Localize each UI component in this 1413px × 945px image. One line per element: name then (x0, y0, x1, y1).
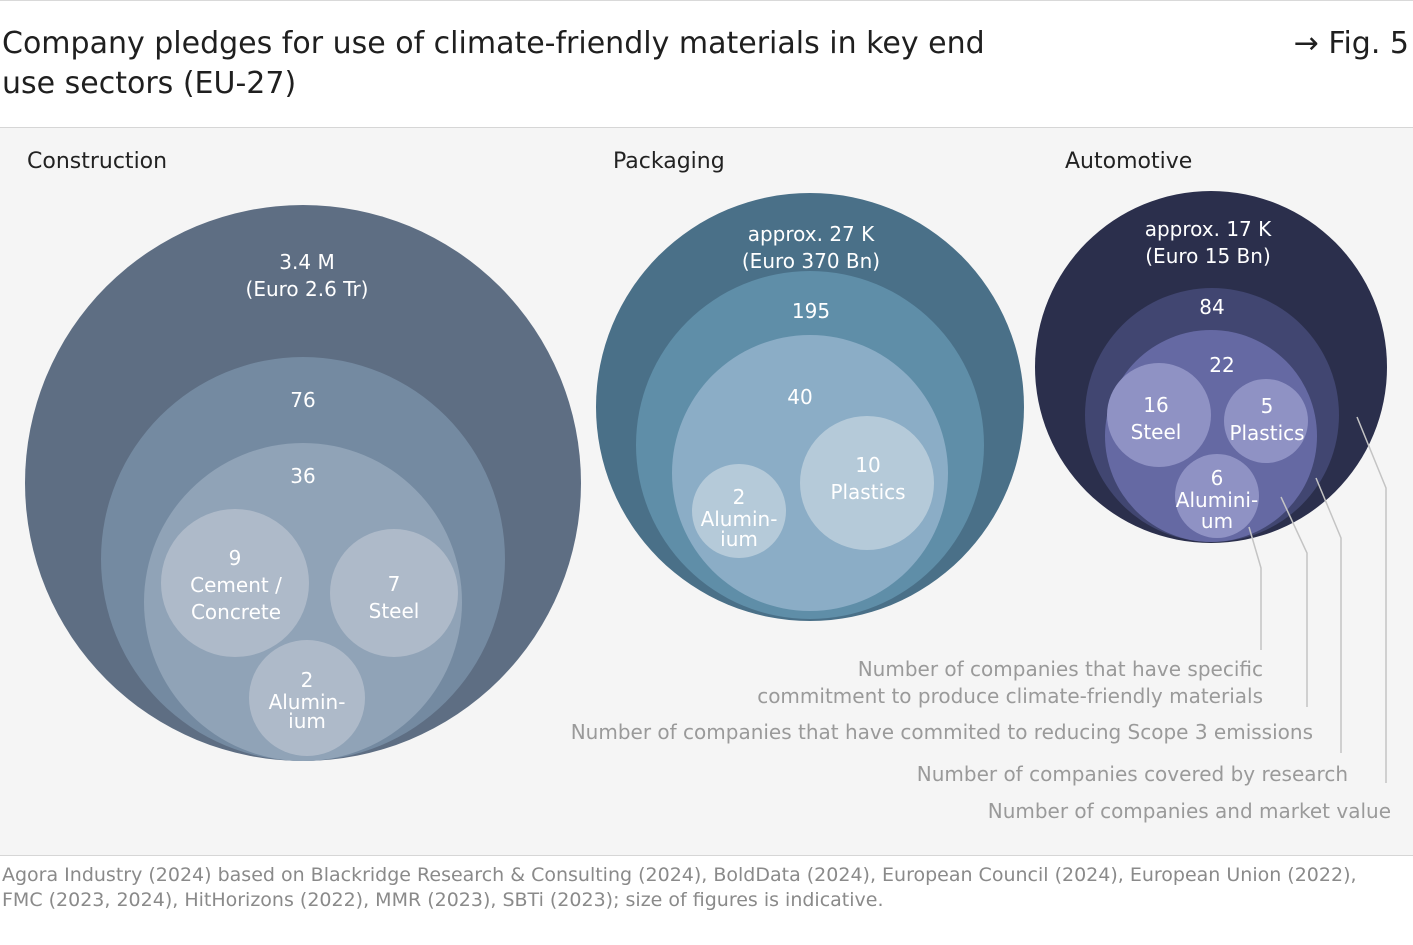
packaging-scope3-count: 195 (792, 299, 830, 323)
construction-steel-label: Steel (369, 599, 420, 623)
automotive-bubbles (1035, 191, 1387, 543)
automotive-steel-count: 16 (1143, 393, 1168, 417)
legend-research: Number of companies covered by research (917, 762, 1348, 786)
construction-steel-count: 7 (388, 572, 401, 596)
legend-scope3: Number of companies that have commited t… (571, 720, 1313, 744)
automotive-research-count: 22 (1209, 353, 1234, 377)
construction-research-count: 36 (290, 464, 315, 488)
packaging-total-value: (Euro 370 Bn) (742, 249, 880, 273)
construction-scope3-count: 76 (290, 388, 315, 412)
automotive-aluminium-count: 6 (1211, 466, 1224, 490)
packaging-plastics-label: Plastics (830, 480, 905, 504)
packaging-aluminium-label: Alumin- (701, 507, 778, 531)
automotive-aluminium-label: Alumini- (1176, 488, 1258, 512)
automotive-scope3-count: 84 (1199, 295, 1224, 319)
packaging-aluminium-count: 2 (733, 485, 746, 509)
figure-title: Company pledges for use of climate-frien… (2, 26, 985, 101)
construction-aluminium-circle (249, 640, 365, 756)
packaging-aluminium-label2: ium (720, 527, 758, 551)
automotive-aluminium-label2: um (1201, 509, 1233, 533)
sector-label-automotive: Automotive (1065, 149, 1192, 174)
automotive-steel-circle (1107, 363, 1211, 467)
packaging-total: approx. 27 K (748, 222, 875, 246)
leader-line-market (1356, 416, 1387, 783)
automotive-plastics-count: 5 (1261, 394, 1274, 418)
construction-total-value: (Euro 2.6 Tr) (246, 277, 369, 301)
automotive-aluminium-circle (1175, 454, 1259, 538)
automotive-steel-label: Steel (1131, 420, 1182, 444)
top-rule (0, 0, 1413, 1)
construction-bubbles (25, 205, 581, 761)
automotive-total-value: (Euro 15 Bn) (1145, 244, 1271, 268)
construction-total: 3.4 M (279, 250, 334, 274)
automotive-total: approx. 17 K (1145, 217, 1272, 241)
construction-cement-label2: Concrete (191, 600, 281, 624)
construction-aluminium-label: Alumin- (269, 690, 346, 714)
legend-market: Number of companies and market value (988, 799, 1391, 823)
packaging-research-count: 40 (787, 385, 812, 409)
construction-aluminium-label2: ium (288, 709, 326, 733)
sector-label-packaging: Packaging (613, 149, 725, 174)
legend-specific-commitment-line1: Number of companies that have specific (858, 657, 1263, 681)
packaging-bubbles (596, 193, 1024, 621)
construction-cement-circle (161, 509, 309, 657)
source-line-2: FMC (2023, 2024), HitHorizons (2022), MM… (2, 889, 884, 911)
legend-specific-commitment-line2: commitment to produce climate-friendly m… (757, 684, 1263, 708)
packaging-plastics-circle (800, 416, 934, 550)
leader-line-scope3 (1280, 496, 1308, 707)
construction-steel-circle (330, 529, 458, 657)
source-line-1: Agora Industry (2024) based on Blackridg… (2, 864, 1357, 886)
construction-aluminium-count: 2 (301, 668, 314, 692)
leader-line-research (1315, 477, 1342, 753)
figure-reference: → Fig. 5 (1293, 26, 1409, 61)
source-note: Agora Industry (2024) based on Blackridg… (2, 863, 1402, 913)
automotive-plastics-label: Plastics (1229, 421, 1304, 445)
packaging-aluminium-circle (692, 464, 786, 558)
automotive-plastics-circle (1224, 379, 1308, 463)
sector-label-construction: Construction (27, 149, 167, 174)
packaging-plastics-count: 10 (855, 453, 880, 477)
construction-cement-label: Cement / (190, 573, 282, 597)
construction-cement-count: 9 (229, 546, 242, 570)
leader-line-specific-commitment (1248, 526, 1262, 650)
